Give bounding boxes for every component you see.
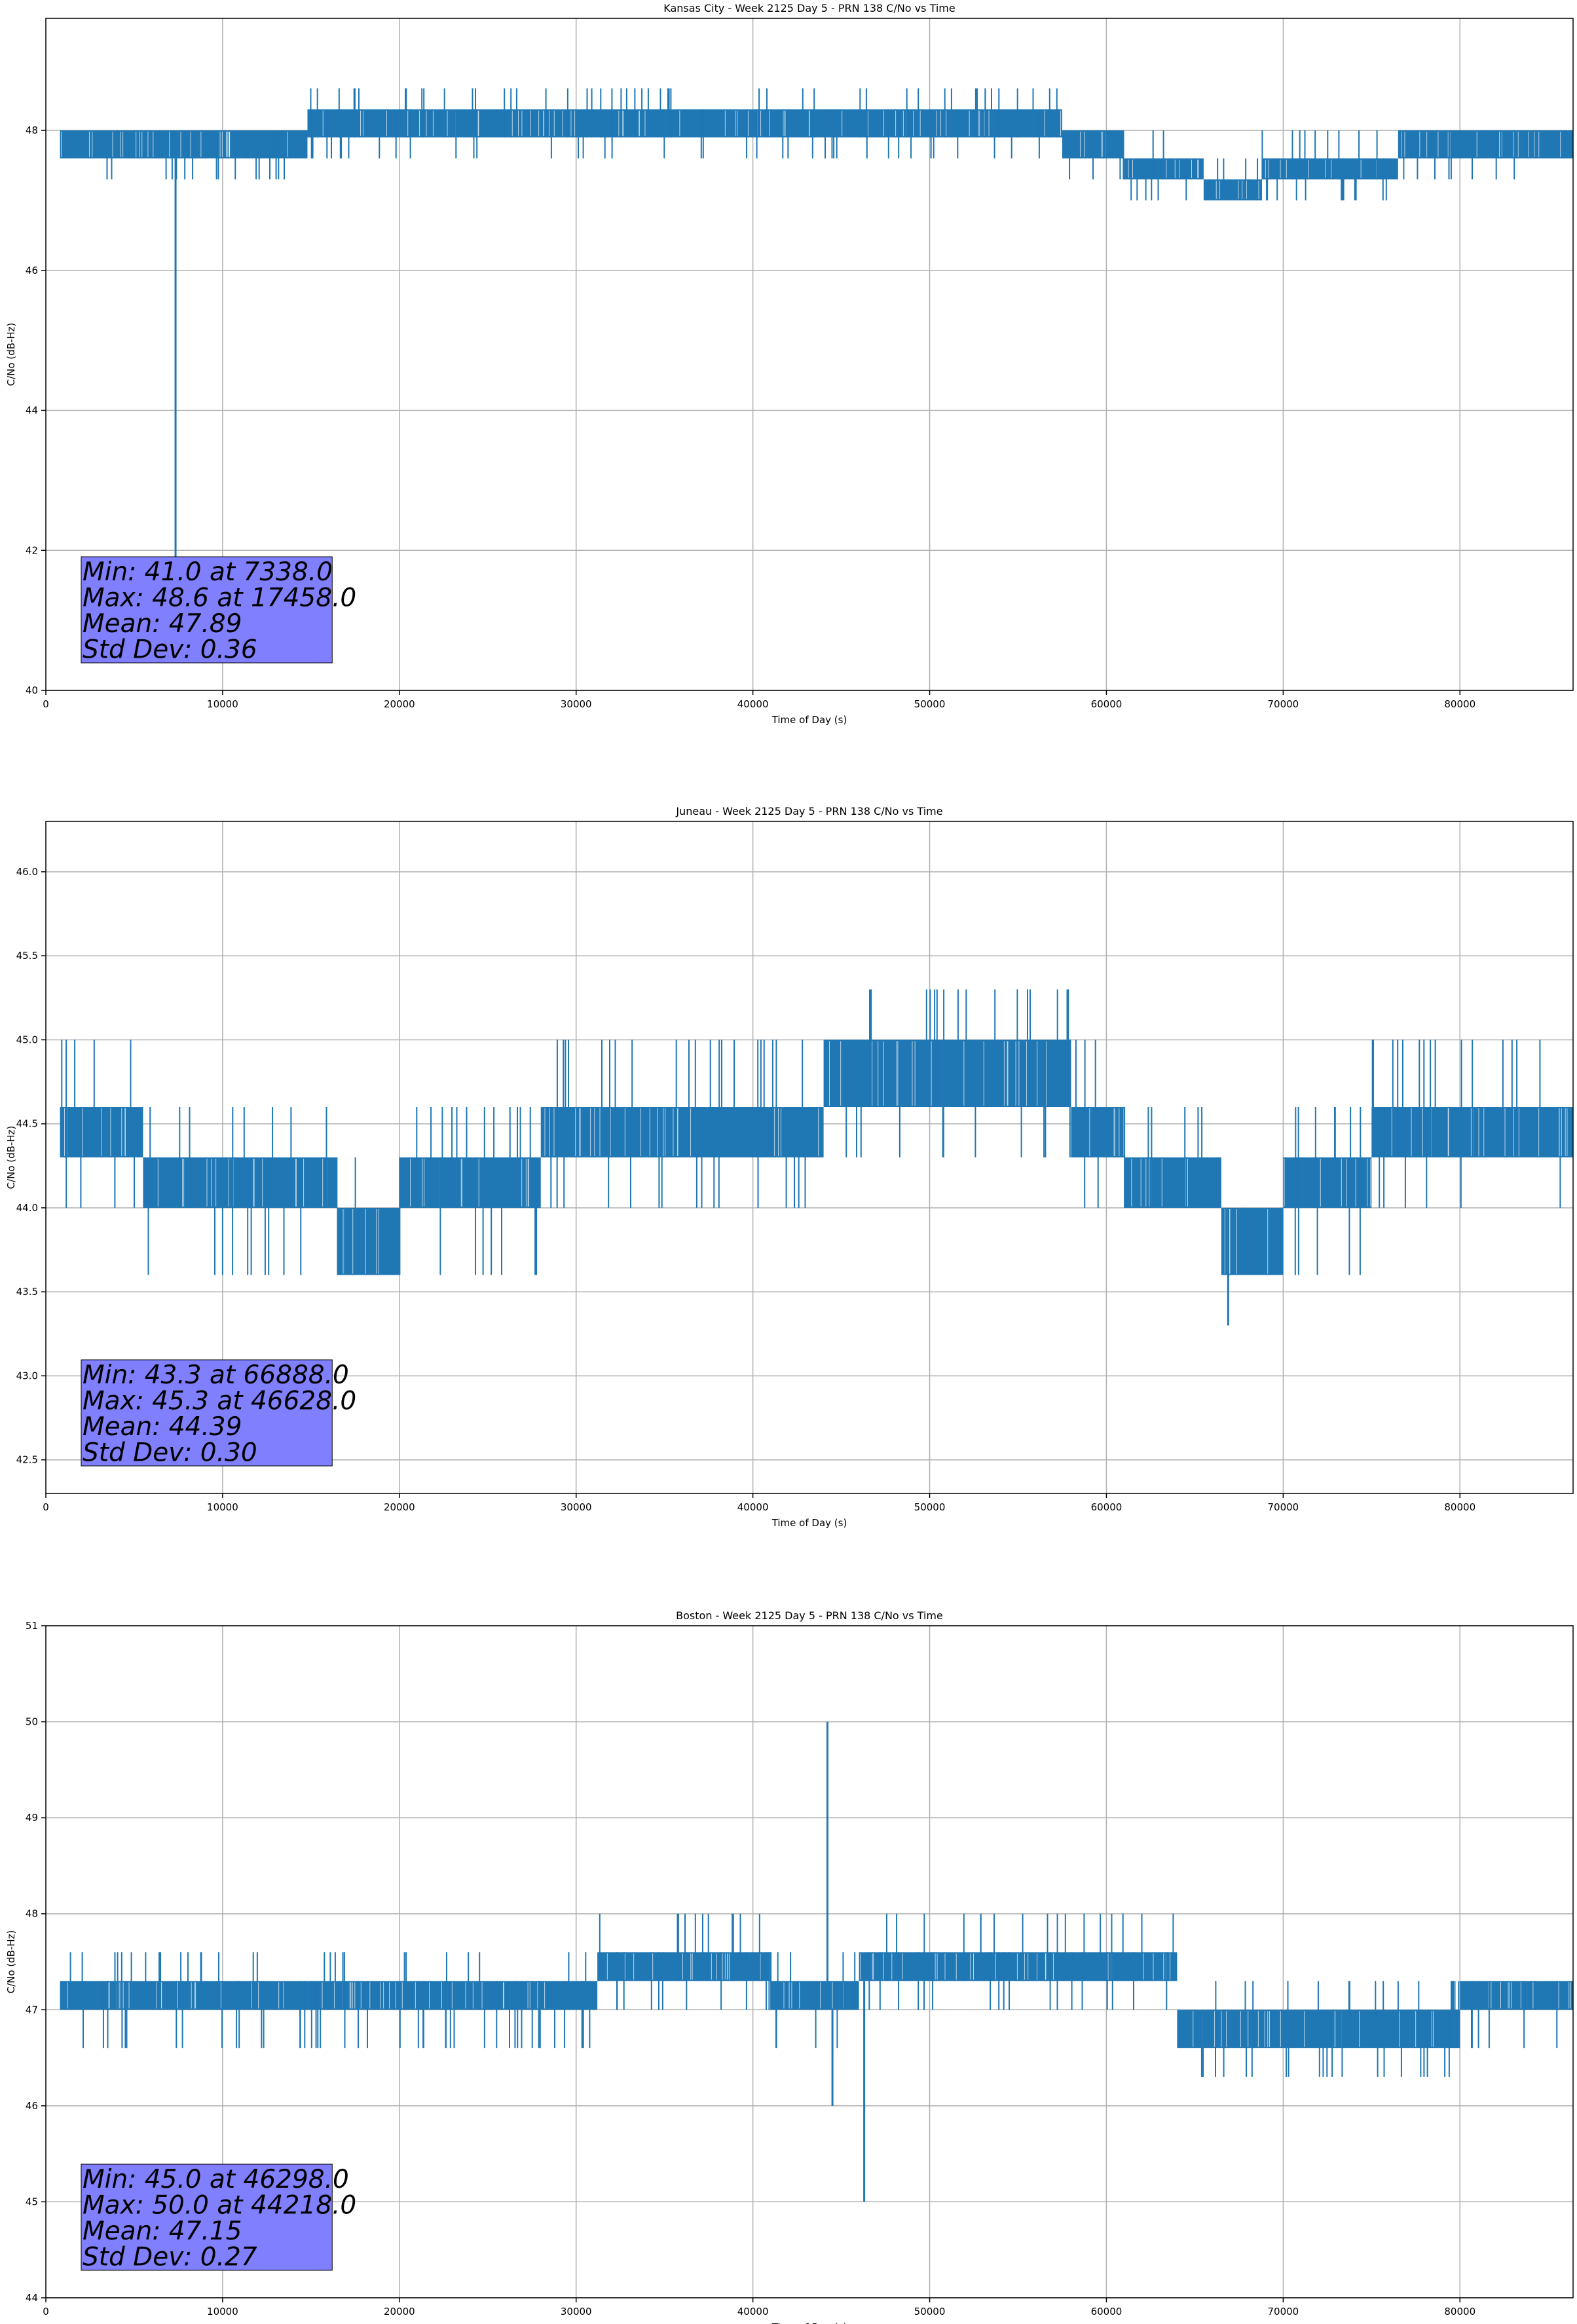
x-tick-label: 40000 <box>737 1501 769 1513</box>
series-band <box>399 1157 541 1208</box>
stats-line: Min: 43.3 at 66888.0 <box>83 1360 349 1390</box>
y-tick-label: 42.5 <box>16 1454 38 1466</box>
x-tick-label: 60000 <box>1091 698 1122 710</box>
axes-frame <box>45 1625 1574 2298</box>
series-band <box>770 1981 859 2010</box>
stats-box <box>81 556 333 664</box>
x-tick-label: 40000 <box>737 2306 769 2317</box>
x-tick-label: 70000 <box>1267 698 1299 710</box>
stats-line: Max: 45.3 at 46628.0 <box>83 1387 356 1416</box>
series-band <box>1398 130 1573 159</box>
stats-line: Max: 50.0 at 44218.0 <box>83 2191 356 2221</box>
x-tick-label: 0 <box>43 2306 49 2317</box>
y-tick-label: 43.5 <box>16 1286 38 1298</box>
stats-line: Mean: 47.15 <box>83 2217 242 2246</box>
x-tick-label: 30000 <box>561 698 592 710</box>
x-tick-label: 10000 <box>207 2306 238 2317</box>
stats-line: Max: 48.6 at 17458.0 <box>83 584 356 613</box>
series-band <box>1124 1157 1221 1208</box>
series-band <box>1221 1207 1284 1275</box>
chart-title: Juneau - Week 2125 Day 5 - PRN 138 C/No … <box>675 805 942 817</box>
y-axis-label: C/No (dB-Hz) <box>5 1126 17 1190</box>
x-tick-label: 20000 <box>384 1501 415 1513</box>
y-tick-label: 47 <box>26 2004 38 2015</box>
y-tick-label: 44.5 <box>16 1118 38 1130</box>
stats-line: Mean: 44.39 <box>83 1412 242 1442</box>
x-tick-label: 10000 <box>207 1501 238 1513</box>
y-tick-label: 44.0 <box>16 1202 38 1214</box>
stats-line: Std Dev: 0.30 <box>83 1438 257 1468</box>
x-tick-label: 10000 <box>207 698 238 710</box>
series-band <box>1460 1981 1573 2010</box>
x-axis-label: Time of Day (s) <box>771 1517 847 1529</box>
x-tick-label: 70000 <box>1267 2306 1299 2317</box>
series-band <box>597 1952 771 1981</box>
series-band <box>859 1952 1178 1981</box>
x-tick-label: 0 <box>43 1501 49 1513</box>
chart-panel-2: 0 10000 20000 30000 40000 50000 60000 70000 8000… <box>5 805 1574 1529</box>
y-tick-label: 44 <box>26 405 38 417</box>
series-band <box>60 1981 598 2010</box>
series-band <box>307 109 1062 138</box>
x-tick-label: 40000 <box>737 698 769 710</box>
x-tick-label: 70000 <box>1267 1501 1299 1513</box>
y-tick-label: 46 <box>26 265 38 276</box>
chart-title: Kansas City - Week 2125 Day 5 - PRN 138 … <box>663 2 955 14</box>
x-tick-label: 50000 <box>914 1501 946 1513</box>
x-tick-label: 80000 <box>1444 1501 1475 1513</box>
x-tick-label: 80000 <box>1444 698 1475 710</box>
y-axis-label: C/No (dB-Hz) <box>5 1930 17 1994</box>
x-tick-label: 0 <box>43 698 49 710</box>
y-tick-label: 45.0 <box>16 1034 38 1045</box>
chart-panel-3: 0 10000 20000 30000 40000 50000 60000 70000 8000… <box>5 1609 1574 2324</box>
x-tick-label: 60000 <box>1091 2306 1122 2317</box>
series-spikes <box>61 989 1561 1275</box>
chart-title: Boston - Week 2125 Day 5 - PRN 138 C/No … <box>676 1609 943 1622</box>
y-tick-label: 42 <box>26 544 38 556</box>
stats-box <box>81 2164 333 2271</box>
x-axis-label: Time of Day (s) <box>771 714 847 726</box>
y-axis-label: C/No (dB-Hz) <box>5 323 17 386</box>
x-axis-label: Time of Day (s) <box>771 2321 847 2324</box>
x-tick-label: 50000 <box>914 2306 946 2317</box>
x-tick-label: 60000 <box>1091 1501 1122 1513</box>
series-band <box>1203 179 1262 200</box>
y-tick-label: 44 <box>26 2292 38 2304</box>
axes-frame <box>45 821 1574 1494</box>
y-tick-label: 51 <box>26 1620 38 1632</box>
series-band <box>60 130 308 159</box>
y-tick-label: 45.5 <box>16 950 38 962</box>
series-band <box>337 1207 399 1275</box>
y-tick-label: 45 <box>26 2196 38 2207</box>
x-tick-label: 50000 <box>914 698 946 710</box>
chart-panel-1: 0 10000 20000 30000 40000 50000 60000 70000 8000… <box>5 2 1574 726</box>
x-tick-label: 20000 <box>384 2306 415 2317</box>
y-tick-label: 49 <box>26 1812 38 1824</box>
series-band <box>1261 158 1398 179</box>
y-tick-label: 43.0 <box>16 1370 38 1381</box>
series-band <box>1283 1157 1372 1208</box>
stats-line: Min: 45.0 at 46298.0 <box>83 2165 349 2194</box>
stats-box <box>81 1359 333 1467</box>
series-spikes <box>65 88 1566 200</box>
x-tick-label: 30000 <box>561 1501 592 1513</box>
y-tick-label: 48 <box>26 1908 38 1920</box>
series-spikes <box>69 1913 1558 2077</box>
y-tick-label: 50 <box>26 1716 38 1728</box>
y-tick-label: 46 <box>26 2100 38 2112</box>
x-tick-label: 80000 <box>1444 2306 1475 2317</box>
stats-line: Std Dev: 0.36 <box>83 635 257 665</box>
stats-line: Mean: 47.89 <box>83 609 242 639</box>
x-tick-label: 30000 <box>561 2306 592 2317</box>
y-tick-label: 48 <box>26 124 38 136</box>
series-band <box>143 1157 338 1208</box>
y-tick-label: 40 <box>26 684 38 696</box>
stats-line: Std Dev: 0.27 <box>83 2243 257 2272</box>
y-tick-label: 46.0 <box>16 866 38 878</box>
axes-frame <box>45 18 1574 691</box>
stats-line: Min: 41.0 at 7338.0 <box>83 557 333 587</box>
x-tick-label: 20000 <box>384 698 415 710</box>
